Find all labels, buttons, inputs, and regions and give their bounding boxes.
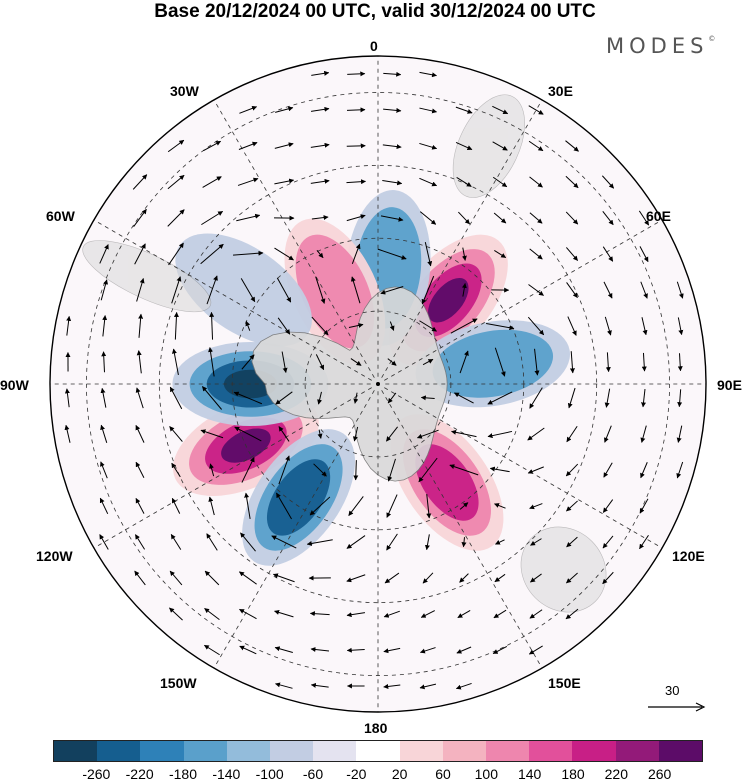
colorbar-swatch: [313, 741, 356, 761]
wind-arrow: [347, 110, 365, 111]
lon-label-150e: 150E: [548, 675, 581, 691]
colorbar-swatch: [659, 741, 702, 761]
colorbar-swatch: [616, 741, 659, 761]
colorbar-swatch: [443, 741, 486, 761]
colorbar-tick-label: -220: [126, 766, 154, 782]
colorbar-swatch: [227, 741, 270, 761]
wind-arrow: [347, 146, 366, 147]
pole-marker: [376, 382, 380, 386]
colorbar: [53, 740, 703, 762]
colorbar-tick-label: 60: [435, 766, 451, 782]
colorbar-tick-label: -260: [82, 766, 110, 782]
lon-label-150w: 150W: [160, 675, 197, 691]
lon-label-30e: 30E: [548, 83, 573, 99]
lon-label-60w: 60W: [46, 208, 75, 224]
colorbar-tick-label: -100: [256, 766, 284, 782]
colorbar-swatch: [270, 741, 313, 761]
colorbar-tick-label: 180: [561, 766, 584, 782]
lon-label-90w: 90W: [0, 377, 29, 393]
colorbar-swatch: [97, 741, 140, 761]
colorbar-tick-label: -20: [346, 766, 366, 782]
colorbar-tick-label: 140: [518, 766, 541, 782]
colorbar-swatch: [184, 741, 227, 761]
colorbar-tick-label: 260: [648, 766, 671, 782]
lon-label-60e: 60E: [646, 208, 671, 224]
polar-map: [0, 0, 750, 735]
colorbar-swatch: [356, 741, 399, 761]
colorbar-swatch: [572, 741, 615, 761]
colorbar-swatch: [54, 741, 97, 761]
colorbar-tick-label: -140: [212, 766, 240, 782]
colorbar-swatch: [400, 741, 443, 761]
lon-label-30w: 30W: [170, 83, 199, 99]
lon-label-0: 0: [370, 38, 378, 54]
colorbar-swatch: [486, 741, 529, 761]
colorbar-tick-label: -60: [303, 766, 323, 782]
colorbar-swatch: [140, 741, 183, 761]
lon-label-90e: 90E: [717, 377, 742, 393]
lon-label-120w: 120W: [36, 548, 73, 564]
colorbar-tick-label: -180: [169, 766, 197, 782]
colorbar-tick-label: 100: [475, 766, 498, 782]
colorbar-ticks: -260 -220 -180 -140 -100 -60 -20 20 60 100 140 180 2…: [53, 766, 703, 784]
lon-label-180: 180: [364, 720, 387, 736]
colorbar-tick-label: 20: [392, 766, 408, 782]
colorbar-swatch: [529, 741, 572, 761]
reference-vector: 30: [646, 683, 706, 723]
lon-label-120e: 120E: [672, 548, 705, 564]
wind-arrow: [356, 460, 357, 480]
colorbar-tick-label: 220: [605, 766, 628, 782]
